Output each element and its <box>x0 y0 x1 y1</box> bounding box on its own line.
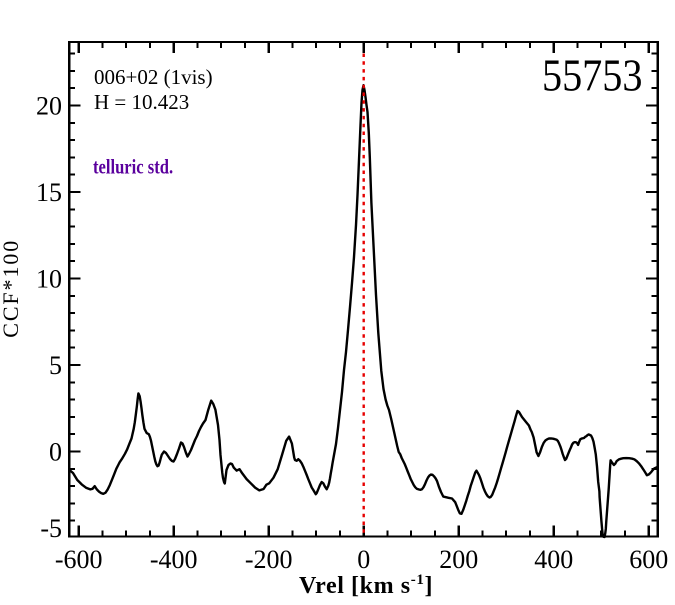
svg-text:10: 10 <box>36 264 62 293</box>
svg-text:-200: -200 <box>245 545 293 574</box>
svg-text:-400: -400 <box>150 545 198 574</box>
svg-text:0: 0 <box>49 437 62 466</box>
svg-text:20: 20 <box>36 91 62 120</box>
svg-text:55753: 55753 <box>542 51 643 101</box>
svg-text:15: 15 <box>36 178 62 207</box>
svg-text:006+02 (1vis): 006+02 (1vis) <box>94 65 213 89</box>
svg-text:0: 0 <box>357 545 370 574</box>
svg-text:200: 200 <box>439 545 478 574</box>
svg-text:telluric std.: telluric std. <box>93 156 173 179</box>
svg-text:-600: -600 <box>55 545 103 574</box>
svg-text:400: 400 <box>534 545 573 574</box>
svg-text:Vrel [km s-1]: Vrel [km s-1] <box>299 572 433 599</box>
svg-text:H = 10.423: H = 10.423 <box>94 90 189 114</box>
svg-text:600: 600 <box>629 545 668 574</box>
svg-text:CCF*100: CCF*100 <box>0 239 23 338</box>
svg-text:-5: -5 <box>40 514 62 543</box>
svg-text:5: 5 <box>49 351 62 380</box>
